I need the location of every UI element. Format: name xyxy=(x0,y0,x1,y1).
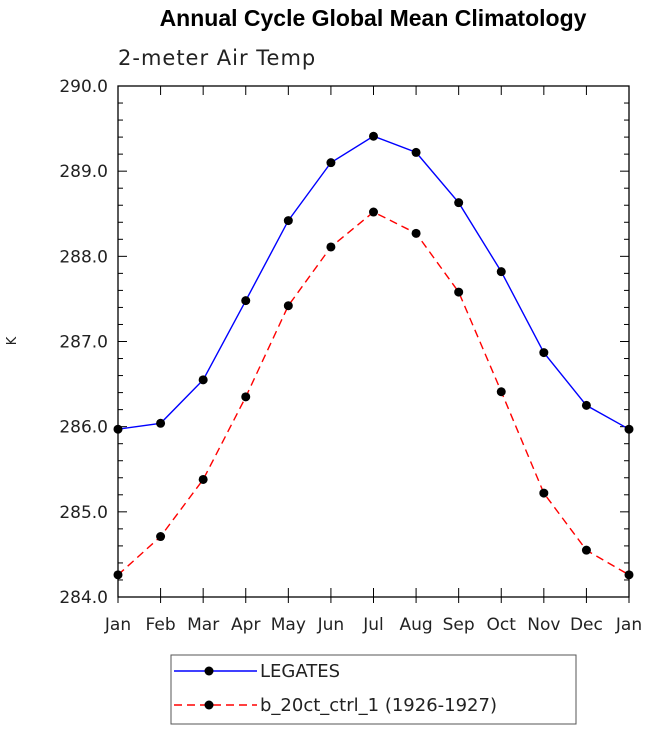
x-tick-label: Sep xyxy=(443,615,475,635)
x-tick-label: Oct xyxy=(487,615,517,635)
x-tick-label: Aug xyxy=(399,615,432,635)
series-0-point xyxy=(454,198,464,208)
x-tick-label: Jan xyxy=(104,615,131,635)
series-1-point xyxy=(454,287,464,297)
legend-marker-b20ct xyxy=(204,700,214,710)
y-tick-label: 285.0 xyxy=(59,503,108,523)
series-0-point xyxy=(369,131,378,141)
x-tick-label: Jun xyxy=(317,615,345,635)
series-0-point xyxy=(326,158,336,168)
x-tick-label: Dec xyxy=(570,615,603,635)
x-tick-label: Nov xyxy=(527,615,560,635)
series-1-point xyxy=(113,570,123,580)
x-tick-label: Apr xyxy=(231,615,260,635)
x-tick-label: Jul xyxy=(362,615,384,635)
series-0-point xyxy=(241,296,251,306)
y-tick-label: 284.0 xyxy=(59,588,108,608)
series-0-point xyxy=(198,375,208,385)
legend-label-b20ct: b_20ct_ctrl_1 (1926-1927) xyxy=(260,695,497,716)
x-tick-label: Jan xyxy=(615,615,642,635)
series-1-point xyxy=(411,228,421,238)
series-0-point xyxy=(581,400,591,410)
series-line-1 xyxy=(117,211,630,576)
series-1-point xyxy=(496,387,506,397)
x-tick-label: May xyxy=(271,615,306,635)
series-1-point xyxy=(369,207,378,217)
series-1-point xyxy=(581,545,591,555)
series-0-point xyxy=(624,424,634,434)
chart-title: Annual Cycle Global Mean Climatology xyxy=(160,5,587,31)
series-1-point xyxy=(241,392,251,402)
series-1-point xyxy=(198,474,208,484)
y-tick-label: 290.0 xyxy=(59,77,108,97)
y-tick-label: 287.0 xyxy=(59,333,108,353)
legend: LEGATES b_20ct_ctrl_1 (1926-1927) xyxy=(170,654,577,725)
legend-box xyxy=(170,654,577,725)
x-tick-label: Feb xyxy=(146,615,176,635)
series-0-point xyxy=(411,147,421,157)
series-0-point xyxy=(156,418,166,428)
series-1-point xyxy=(539,488,549,498)
y-tick-label: 289.0 xyxy=(59,162,108,182)
series-1-point xyxy=(624,570,634,580)
y-tick-label: 288.0 xyxy=(59,247,108,267)
y-axis-label: K xyxy=(5,336,20,345)
plot-area: 284.0 285.0 286.0 287.0 288.0 289.0 290.0 Jan Fe… xyxy=(59,77,642,635)
series-1-point xyxy=(283,301,293,311)
legend-label-legates: LEGATES xyxy=(260,661,340,682)
x-tick-label: Mar xyxy=(187,615,219,635)
y-tick-label: 286.0 xyxy=(59,418,108,438)
series-0-point xyxy=(113,424,123,434)
series-0-point xyxy=(539,348,549,358)
legend-marker-legates xyxy=(204,666,214,676)
series-line-0 xyxy=(117,135,630,430)
chart-subtitle: 2-meter Air Temp xyxy=(118,46,316,70)
series-0-point xyxy=(283,216,293,226)
series-0-point xyxy=(496,267,506,277)
series-1-point xyxy=(156,532,166,542)
plot-frame xyxy=(117,85,630,598)
series-1-point xyxy=(326,242,336,252)
